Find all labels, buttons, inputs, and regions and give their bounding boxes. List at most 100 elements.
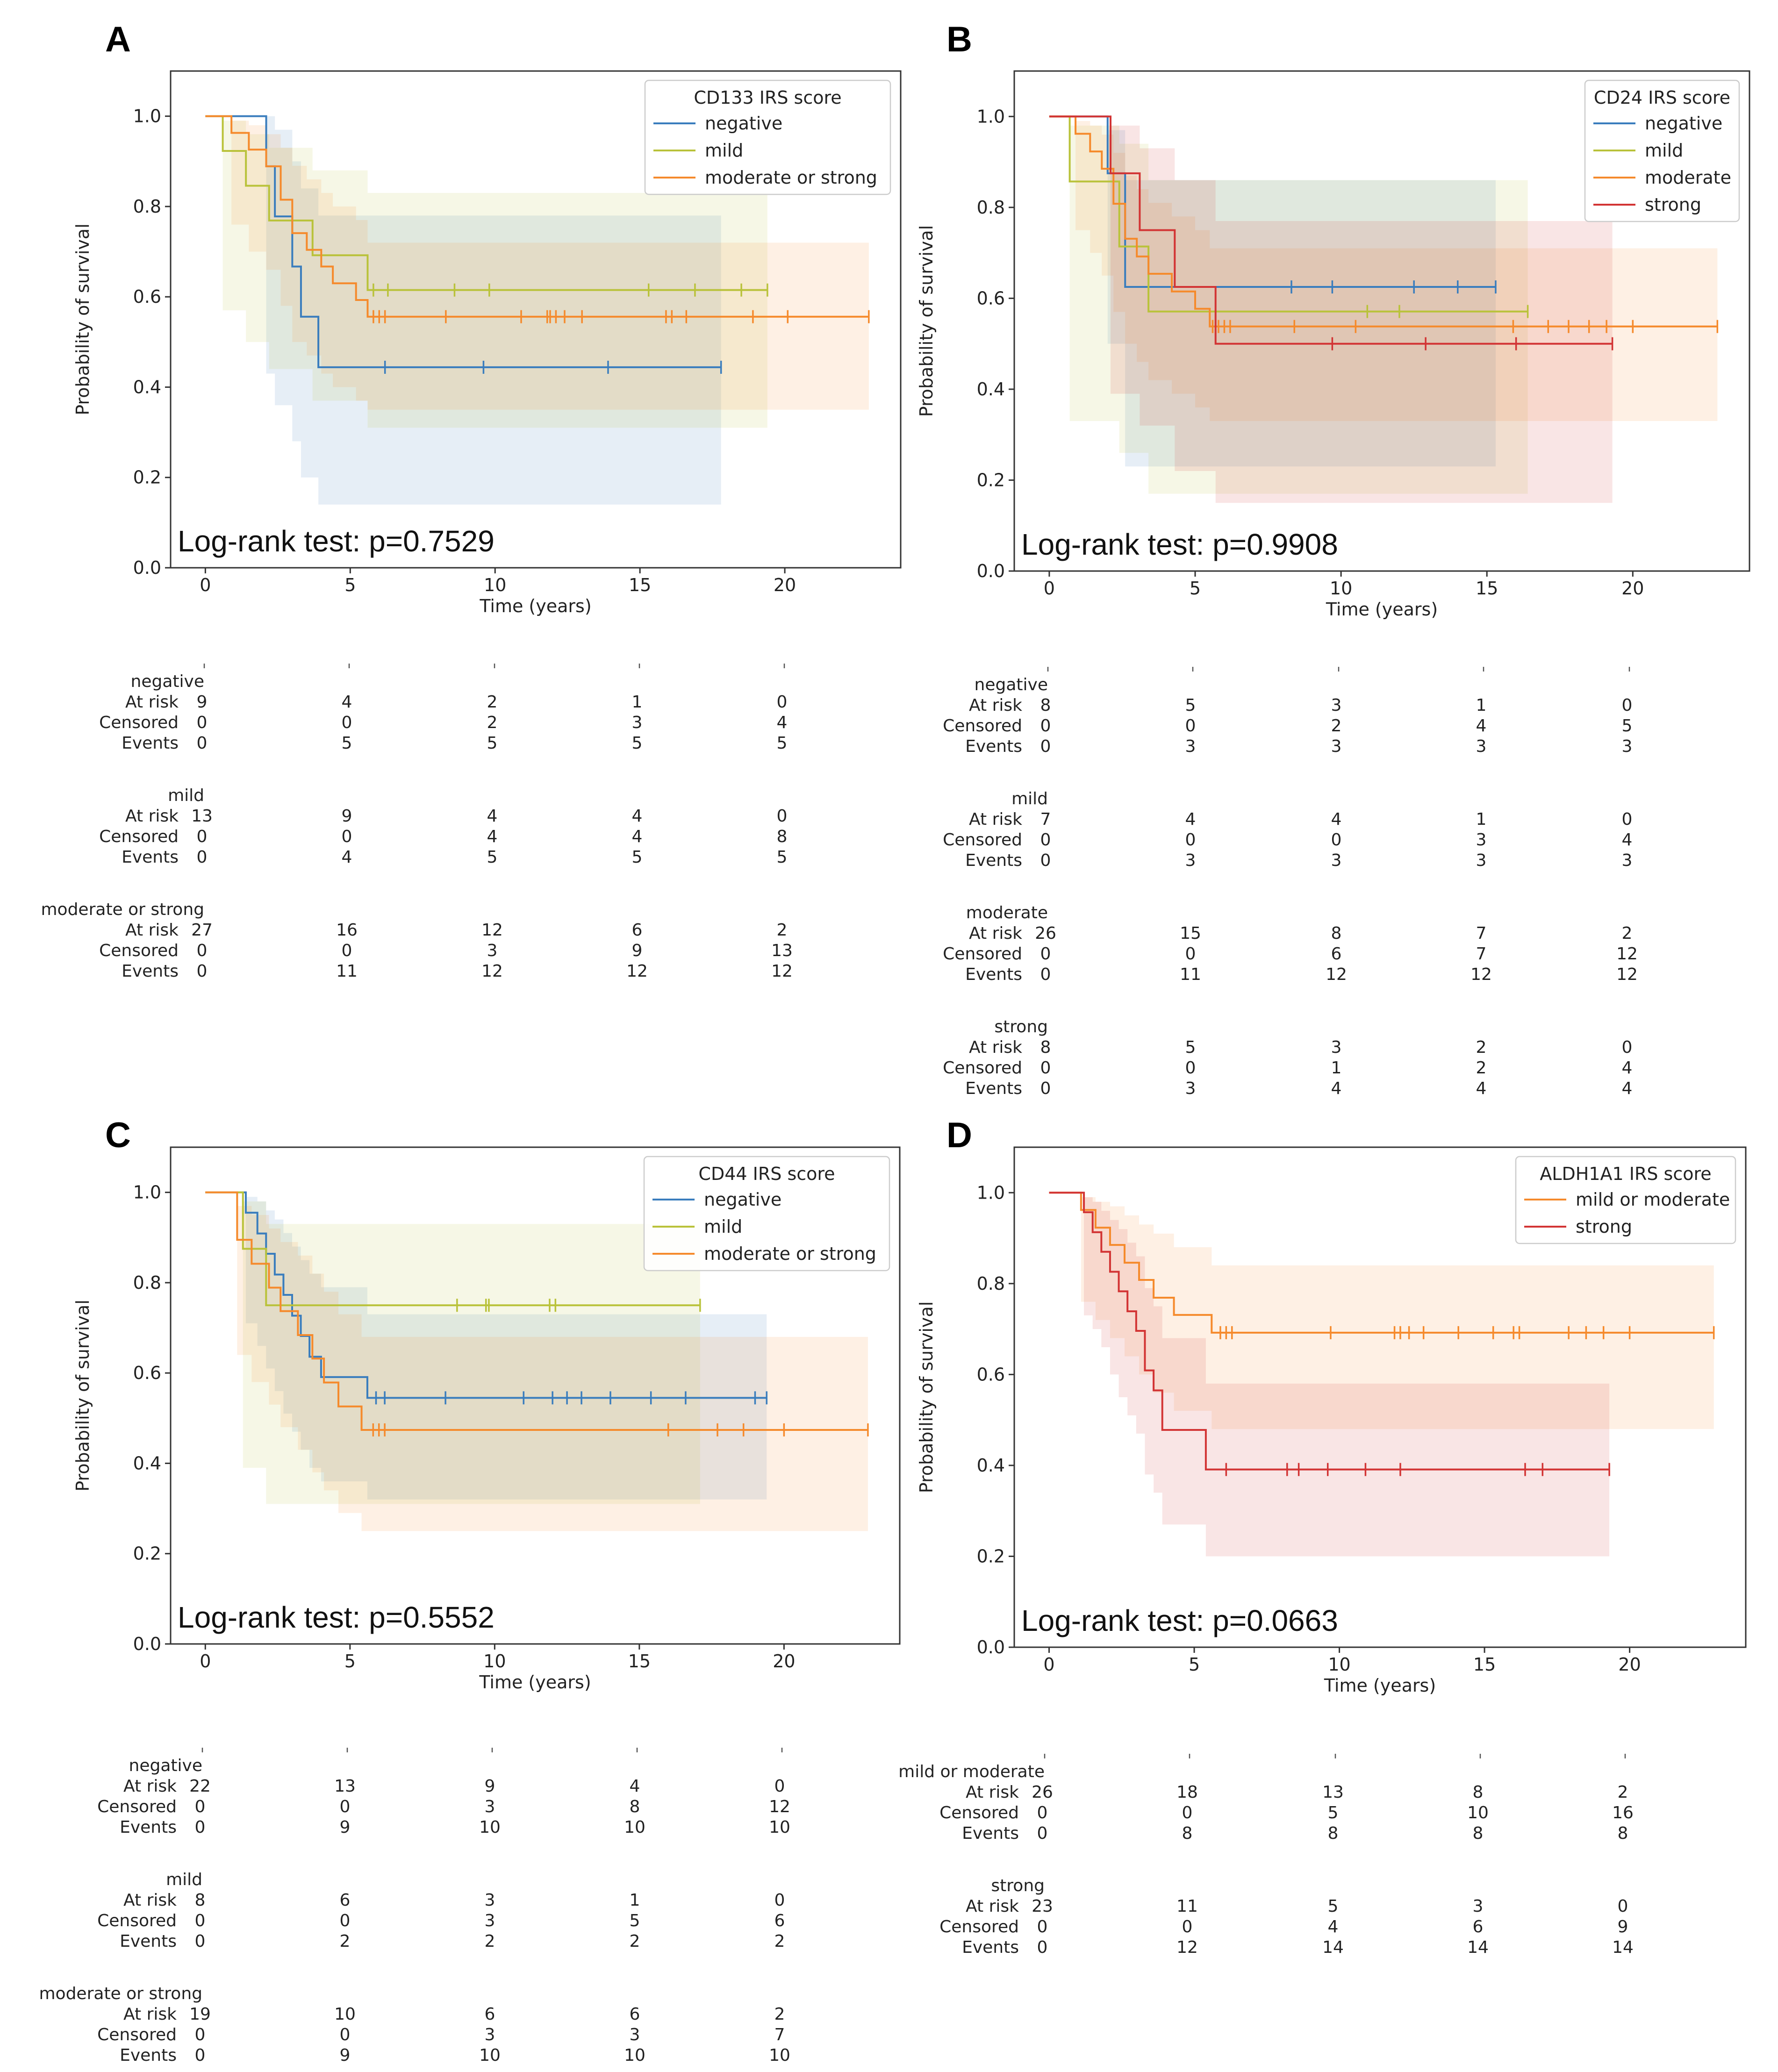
y-tick-label: 0.4: [977, 379, 1005, 400]
risk-value: 0: [1618, 1897, 1628, 1916]
y-tick-label: 0.8: [977, 197, 1005, 218]
risk-group-name: mild: [1011, 789, 1048, 808]
risk-row-label: Censored: [943, 716, 1022, 736]
plot-area: [1049, 115, 1719, 503]
risk-value: 4: [632, 807, 643, 826]
risk-value: 0: [195, 1818, 206, 1837]
risk-row-label: At risk: [125, 807, 179, 826]
risk-row-label: Censored: [99, 713, 179, 732]
plot-area: [1049, 1192, 1715, 1557]
risk-value: 8: [1618, 1824, 1628, 1843]
x-tick-label: 15: [1473, 1654, 1496, 1675]
legend-title: CD44 IRS score: [698, 1164, 835, 1184]
risk-row-label: Censored: [97, 2025, 177, 2044]
risk-value: 0: [1185, 944, 1196, 964]
risk-value: 0: [340, 1911, 351, 1930]
risk-value: 6: [1473, 1917, 1484, 1936]
risk-value: 0: [197, 827, 208, 846]
risk-row-label: At risk: [969, 1038, 1022, 1057]
y-tick-label: 1.0: [133, 1182, 161, 1203]
y-tick-label: 0.8: [133, 1272, 161, 1293]
risk-value: 12: [1616, 965, 1638, 984]
risk-value: 16: [1612, 1803, 1634, 1822]
risk-value: 0: [1037, 1824, 1048, 1843]
risk-value: 4: [342, 693, 352, 712]
risk-value: 6: [632, 921, 643, 940]
survival-curve-negative: [205, 1191, 767, 1399]
ci-band-strong: [1049, 1193, 1610, 1557]
ci-band-negative: [1049, 116, 1496, 467]
ci-band-mild: [205, 116, 767, 428]
risk-value: 2: [630, 1932, 640, 1951]
y-axis-title: Probability of survival: [916, 225, 937, 417]
risk-value: 9: [340, 1818, 351, 1837]
risk-value: 5: [342, 734, 352, 753]
risk-value: 12: [626, 962, 648, 981]
legend-entry: mild or moderate: [1576, 1189, 1730, 1210]
risk-value: 9: [632, 941, 643, 960]
risk-value: 0: [1037, 1938, 1048, 1957]
legend: CD24 IRS score negative mild moderate strong: [1584, 79, 1740, 222]
risk-value: 2: [774, 2005, 785, 2024]
x-tick-label: 15: [628, 1651, 651, 1672]
risk-value: 0: [197, 941, 208, 960]
x-tick-label: 10: [1330, 578, 1352, 599]
risk-value: 10: [769, 1818, 790, 1837]
legend-entry: negative: [1645, 113, 1722, 134]
risk-row-label: Censored: [99, 827, 179, 846]
risk-value: 4: [632, 827, 643, 846]
x-axis-title: Time (years): [479, 596, 591, 616]
x-tick-label: 20: [1618, 1654, 1641, 1675]
y-tick-label: 0.2: [133, 467, 161, 488]
risk-value: 0: [1622, 696, 1633, 715]
risk-value: 2: [1618, 1783, 1628, 1802]
legend-box: [1584, 79, 1740, 222]
risk-value: 4: [777, 713, 788, 732]
risk-group-name: strong: [994, 1017, 1048, 1036]
risk-value: 1: [1476, 810, 1487, 829]
x-axis-title: Time (years): [479, 1672, 591, 1693]
risk-group-name: strong: [991, 1876, 1045, 1895]
risk-value: 23: [1032, 1897, 1053, 1916]
risk-group-name: moderate: [966, 903, 1048, 922]
risk-value: 0: [197, 734, 208, 753]
risk-row-label: Events: [122, 962, 179, 981]
risk-value: 8: [1040, 696, 1051, 715]
risk-value: 0: [340, 2025, 351, 2044]
risk-value: 0: [1040, 716, 1051, 736]
y-tick-label: 0.0: [133, 557, 161, 578]
risk-value: 12: [771, 962, 793, 981]
legend-title: ALDH1A1 IRS score: [1540, 1164, 1711, 1184]
survival-curve-strong: [1049, 115, 1613, 345]
risk-value: 19: [189, 2005, 211, 2024]
risk-value: 3: [1331, 1038, 1342, 1057]
risk-value: 12: [1470, 965, 1492, 984]
risk-value: 3: [485, 1891, 495, 1910]
risk-value: 13: [334, 1777, 356, 1796]
risk-value: 3: [1331, 851, 1342, 870]
risk-value: 0: [1185, 830, 1196, 850]
risk-value: 4: [1185, 810, 1196, 829]
risk-value: 7: [1476, 944, 1487, 964]
logrank-result: Log-rank test: p=0.0663: [1021, 1604, 1338, 1637]
legend-entry: moderate or strong: [705, 167, 877, 188]
risk-value: 11: [1180, 965, 1201, 984]
x-tick-label: 0: [1043, 1654, 1054, 1675]
ci-band-strong: [1049, 116, 1613, 503]
y-tick-label: 0.2: [133, 1543, 161, 1564]
risk-value: 4: [1622, 1079, 1633, 1098]
legend-box: [1515, 1156, 1736, 1244]
risk-value: 3: [1331, 696, 1342, 715]
x-tick-label: 5: [1189, 1654, 1200, 1675]
panel-letter: B: [946, 20, 972, 59]
x-axis-title: Time (years): [1324, 1675, 1436, 1696]
logrank-result: Log-rank test: p=0.5552: [178, 1600, 495, 1634]
risk-value: 5: [1328, 1897, 1339, 1916]
risk-value: 14: [1612, 1938, 1634, 1957]
risk-value: 0: [774, 1777, 785, 1796]
y-tick-label: 0.2: [977, 470, 1005, 490]
